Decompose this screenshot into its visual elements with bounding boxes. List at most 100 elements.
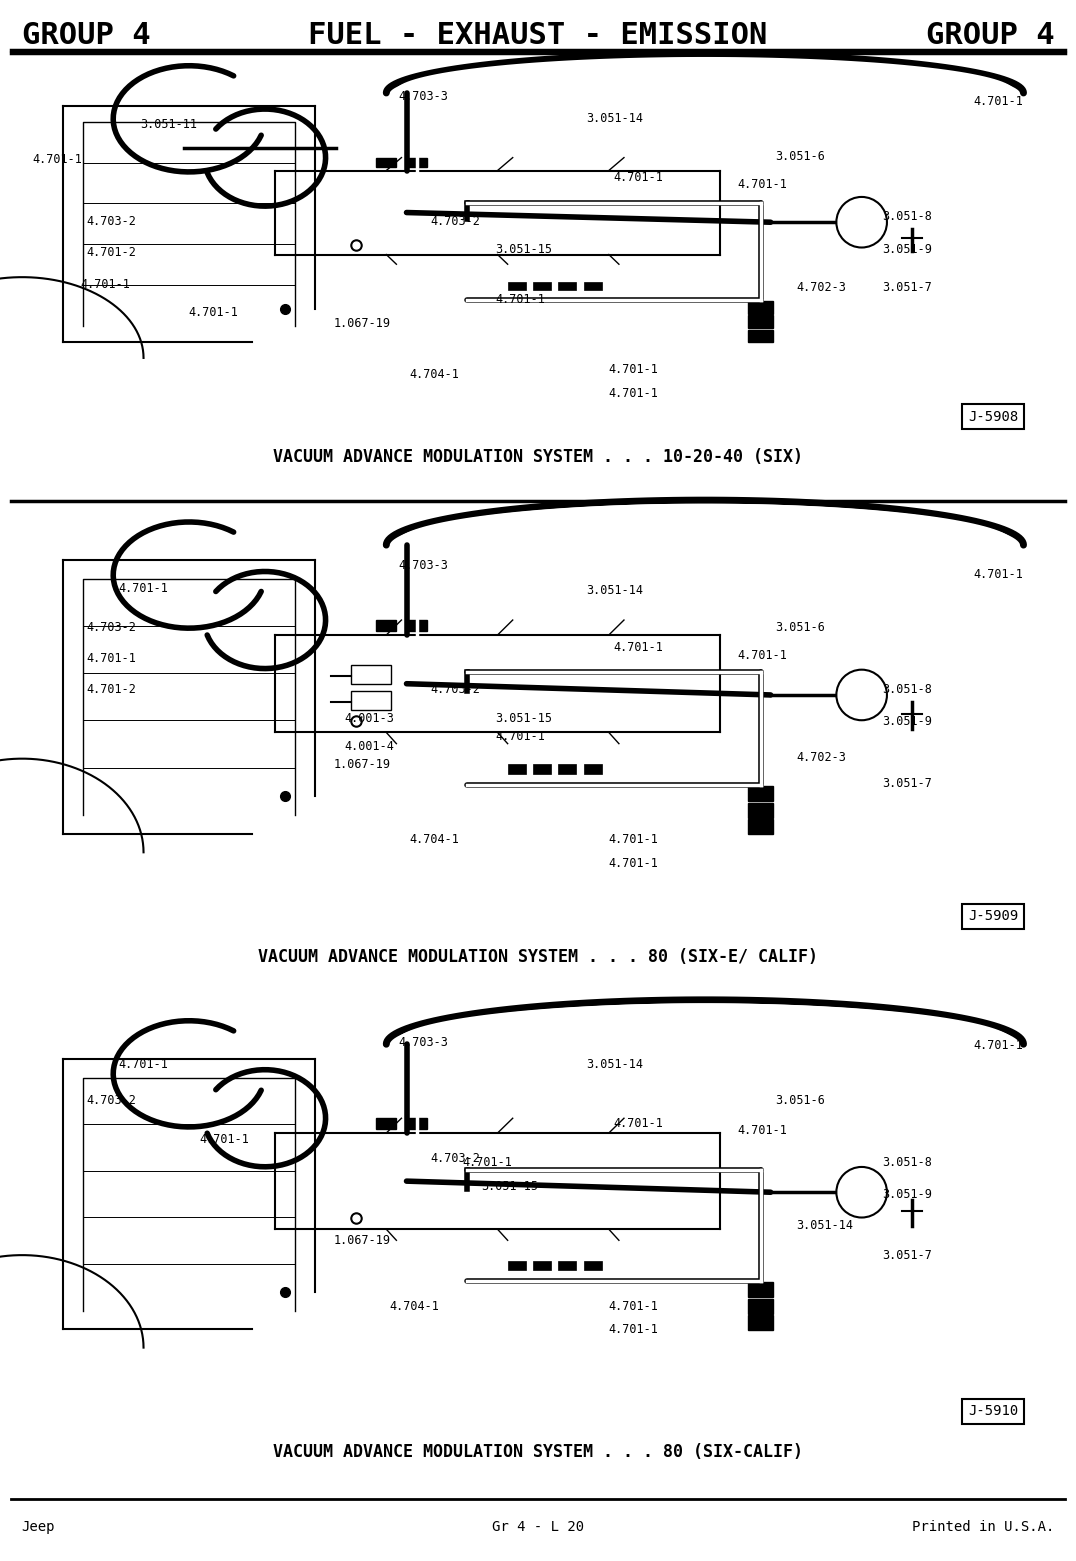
Bar bbox=[748, 301, 774, 314]
Text: J-5909: J-5909 bbox=[968, 910, 1018, 923]
Text: 4.701-1: 4.701-1 bbox=[608, 857, 657, 869]
Text: VACUUM ADVANCE MODULATION SYSTEM . . . 10-20-40 (SIX): VACUUM ADVANCE MODULATION SYSTEM . . . 1… bbox=[273, 448, 803, 467]
Text: 3.051-7: 3.051-7 bbox=[882, 1249, 932, 1261]
Text: 4.703-3: 4.703-3 bbox=[398, 91, 448, 103]
Text: 4.701-1: 4.701-1 bbox=[86, 652, 136, 665]
Text: 4.703-2: 4.703-2 bbox=[86, 215, 136, 228]
Text: 4.701-1: 4.701-1 bbox=[81, 278, 130, 290]
Text: VACUUM ADVANCE MODULATION SYSTEM . . . 80 (SIX-E/ CALIF): VACUUM ADVANCE MODULATION SYSTEM . . . 8… bbox=[258, 948, 818, 966]
Text: VACUUM ADVANCE MODULATION SYSTEM . . . 80 (SIX-CALIF): VACUUM ADVANCE MODULATION SYSTEM . . . 8… bbox=[273, 1442, 803, 1461]
Text: 4.701-1: 4.701-1 bbox=[32, 153, 82, 165]
Text: 4.701-1: 4.701-1 bbox=[495, 731, 544, 743]
Text: 4.701-1: 4.701-1 bbox=[495, 293, 544, 306]
Bar bbox=[583, 765, 601, 774]
Text: 4.701-1: 4.701-1 bbox=[613, 1118, 663, 1130]
Text: 4.701-1: 4.701-1 bbox=[118, 1058, 168, 1071]
Text: 3.051-6: 3.051-6 bbox=[775, 150, 824, 162]
Bar bbox=[558, 1261, 577, 1271]
Text: 3.051-6: 3.051-6 bbox=[775, 621, 824, 634]
Text: GROUP 4: GROUP 4 bbox=[22, 22, 151, 50]
Text: 4.703-2: 4.703-2 bbox=[86, 621, 136, 634]
Bar bbox=[407, 1118, 427, 1129]
Circle shape bbox=[836, 670, 887, 720]
Text: 4.703-3: 4.703-3 bbox=[398, 1037, 448, 1049]
Circle shape bbox=[836, 197, 887, 248]
Bar bbox=[748, 1314, 774, 1330]
Text: 3.051-14: 3.051-14 bbox=[796, 1219, 853, 1232]
Bar bbox=[533, 765, 551, 774]
Bar bbox=[748, 820, 774, 834]
Text: 4.701-1: 4.701-1 bbox=[613, 172, 663, 184]
Bar bbox=[533, 1261, 551, 1271]
Text: 4.701-1: 4.701-1 bbox=[974, 568, 1023, 581]
Bar bbox=[351, 665, 392, 684]
Text: 3.051-15: 3.051-15 bbox=[481, 1180, 538, 1193]
Bar bbox=[377, 620, 396, 631]
Text: 1.067-19: 1.067-19 bbox=[334, 317, 391, 329]
Text: 3.051-8: 3.051-8 bbox=[882, 211, 932, 223]
Bar bbox=[533, 283, 551, 290]
Text: 3.051-7: 3.051-7 bbox=[882, 281, 932, 293]
Text: 4.701-1: 4.701-1 bbox=[608, 1300, 657, 1313]
Bar bbox=[583, 1261, 601, 1271]
Text: 4.704-1: 4.704-1 bbox=[409, 834, 458, 846]
Text: 4.701-1: 4.701-1 bbox=[199, 1133, 249, 1146]
Text: Printed in U.S.A.: Printed in U.S.A. bbox=[912, 1520, 1054, 1533]
Bar bbox=[583, 283, 601, 290]
Text: 4.701-1: 4.701-1 bbox=[608, 387, 657, 400]
Text: 3.051-15: 3.051-15 bbox=[495, 244, 552, 256]
Bar bbox=[508, 283, 526, 290]
Text: 4.701-1: 4.701-1 bbox=[608, 364, 657, 376]
Text: 4.701-1: 4.701-1 bbox=[613, 642, 663, 654]
Bar bbox=[377, 1118, 396, 1129]
Text: 1.067-19: 1.067-19 bbox=[334, 759, 391, 771]
Text: 4.703-3: 4.703-3 bbox=[398, 559, 448, 571]
Text: FUEL - EXHAUST - EMISSION: FUEL - EXHAUST - EMISSION bbox=[309, 22, 767, 50]
Bar bbox=[748, 1283, 774, 1297]
Text: 3.051-6: 3.051-6 bbox=[775, 1094, 824, 1107]
Text: GROUP 4: GROUP 4 bbox=[925, 22, 1054, 50]
Bar bbox=[407, 620, 427, 631]
Text: 4.701-1: 4.701-1 bbox=[974, 1040, 1023, 1052]
Text: 3.051-8: 3.051-8 bbox=[882, 684, 932, 696]
Text: 4.701-2: 4.701-2 bbox=[86, 247, 136, 259]
Text: 4.701-1: 4.701-1 bbox=[974, 95, 1023, 108]
Text: 4.001-3: 4.001-3 bbox=[344, 712, 394, 724]
Bar bbox=[508, 765, 526, 774]
Bar bbox=[748, 1299, 774, 1313]
Bar bbox=[508, 1261, 526, 1271]
Circle shape bbox=[836, 1168, 887, 1218]
Text: J-5908: J-5908 bbox=[968, 411, 1018, 423]
Text: 4.702-3: 4.702-3 bbox=[796, 751, 846, 763]
Bar bbox=[558, 765, 577, 774]
Text: Jeep: Jeep bbox=[22, 1520, 55, 1533]
Text: 3.051-9: 3.051-9 bbox=[882, 244, 932, 256]
Bar bbox=[377, 158, 396, 167]
Text: 4.703-2: 4.703-2 bbox=[430, 215, 480, 228]
Text: 4.701-2: 4.701-2 bbox=[86, 684, 136, 696]
Text: 4.703-2: 4.703-2 bbox=[430, 1152, 480, 1165]
Text: 4.701-1: 4.701-1 bbox=[608, 834, 657, 846]
Bar bbox=[748, 329, 774, 342]
Text: 3.051-11: 3.051-11 bbox=[140, 119, 197, 131]
Text: 4.701-1: 4.701-1 bbox=[118, 582, 168, 595]
Text: 4.702-3: 4.702-3 bbox=[796, 281, 846, 293]
Text: 3.051-7: 3.051-7 bbox=[882, 777, 932, 790]
Text: 4.001-4: 4.001-4 bbox=[344, 740, 394, 752]
Text: 4.703-2: 4.703-2 bbox=[86, 1094, 136, 1107]
Text: 4.704-1: 4.704-1 bbox=[390, 1300, 439, 1313]
Text: 4.701-1: 4.701-1 bbox=[608, 1324, 657, 1336]
Bar bbox=[748, 802, 774, 818]
Text: 3.051-9: 3.051-9 bbox=[882, 715, 932, 727]
Text: 4.703-2: 4.703-2 bbox=[430, 684, 480, 696]
Text: 3.051-14: 3.051-14 bbox=[586, 112, 643, 125]
Text: Gr 4 - L 20: Gr 4 - L 20 bbox=[492, 1520, 584, 1533]
Bar bbox=[748, 787, 774, 801]
Bar bbox=[407, 158, 427, 167]
Text: 4.701-1: 4.701-1 bbox=[737, 649, 787, 662]
Text: 3.051-15: 3.051-15 bbox=[495, 712, 552, 724]
Bar bbox=[558, 283, 577, 290]
Text: 1.067-19: 1.067-19 bbox=[334, 1235, 391, 1247]
Text: 4.701-1: 4.701-1 bbox=[737, 1124, 787, 1136]
Text: 4.704-1: 4.704-1 bbox=[409, 368, 458, 381]
